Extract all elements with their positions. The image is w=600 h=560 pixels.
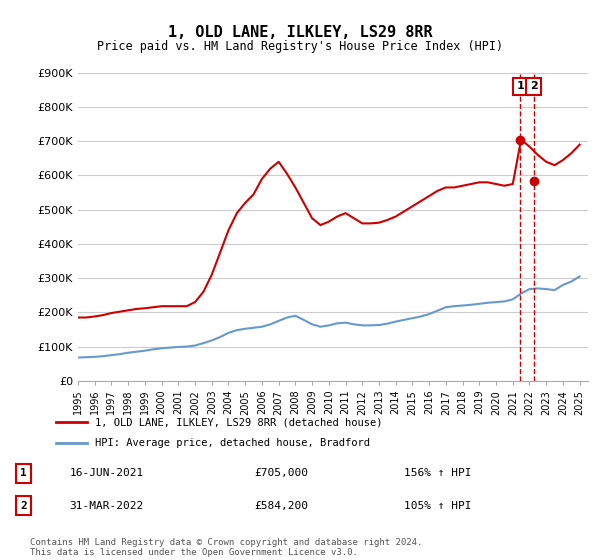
Text: 1: 1 bbox=[517, 82, 524, 91]
Text: 1, OLD LANE, ILKLEY, LS29 8RR (detached house): 1, OLD LANE, ILKLEY, LS29 8RR (detached … bbox=[95, 417, 382, 427]
Text: 2: 2 bbox=[530, 82, 538, 91]
Text: 2: 2 bbox=[20, 501, 27, 511]
Text: 1: 1 bbox=[20, 468, 27, 478]
Text: 16-JUN-2021: 16-JUN-2021 bbox=[70, 468, 144, 478]
Text: 156% ↑ HPI: 156% ↑ HPI bbox=[404, 468, 471, 478]
Text: 1, OLD LANE, ILKLEY, LS29 8RR: 1, OLD LANE, ILKLEY, LS29 8RR bbox=[167, 25, 433, 40]
Text: £584,200: £584,200 bbox=[254, 501, 308, 511]
Text: £705,000: £705,000 bbox=[254, 468, 308, 478]
Text: Price paid vs. HM Land Registry's House Price Index (HPI): Price paid vs. HM Land Registry's House … bbox=[97, 40, 503, 53]
Text: 31-MAR-2022: 31-MAR-2022 bbox=[70, 501, 144, 511]
Text: Contains HM Land Registry data © Crown copyright and database right 2024.
This d: Contains HM Land Registry data © Crown c… bbox=[30, 538, 422, 557]
Text: HPI: Average price, detached house, Bradford: HPI: Average price, detached house, Brad… bbox=[95, 438, 370, 448]
Text: 105% ↑ HPI: 105% ↑ HPI bbox=[404, 501, 471, 511]
